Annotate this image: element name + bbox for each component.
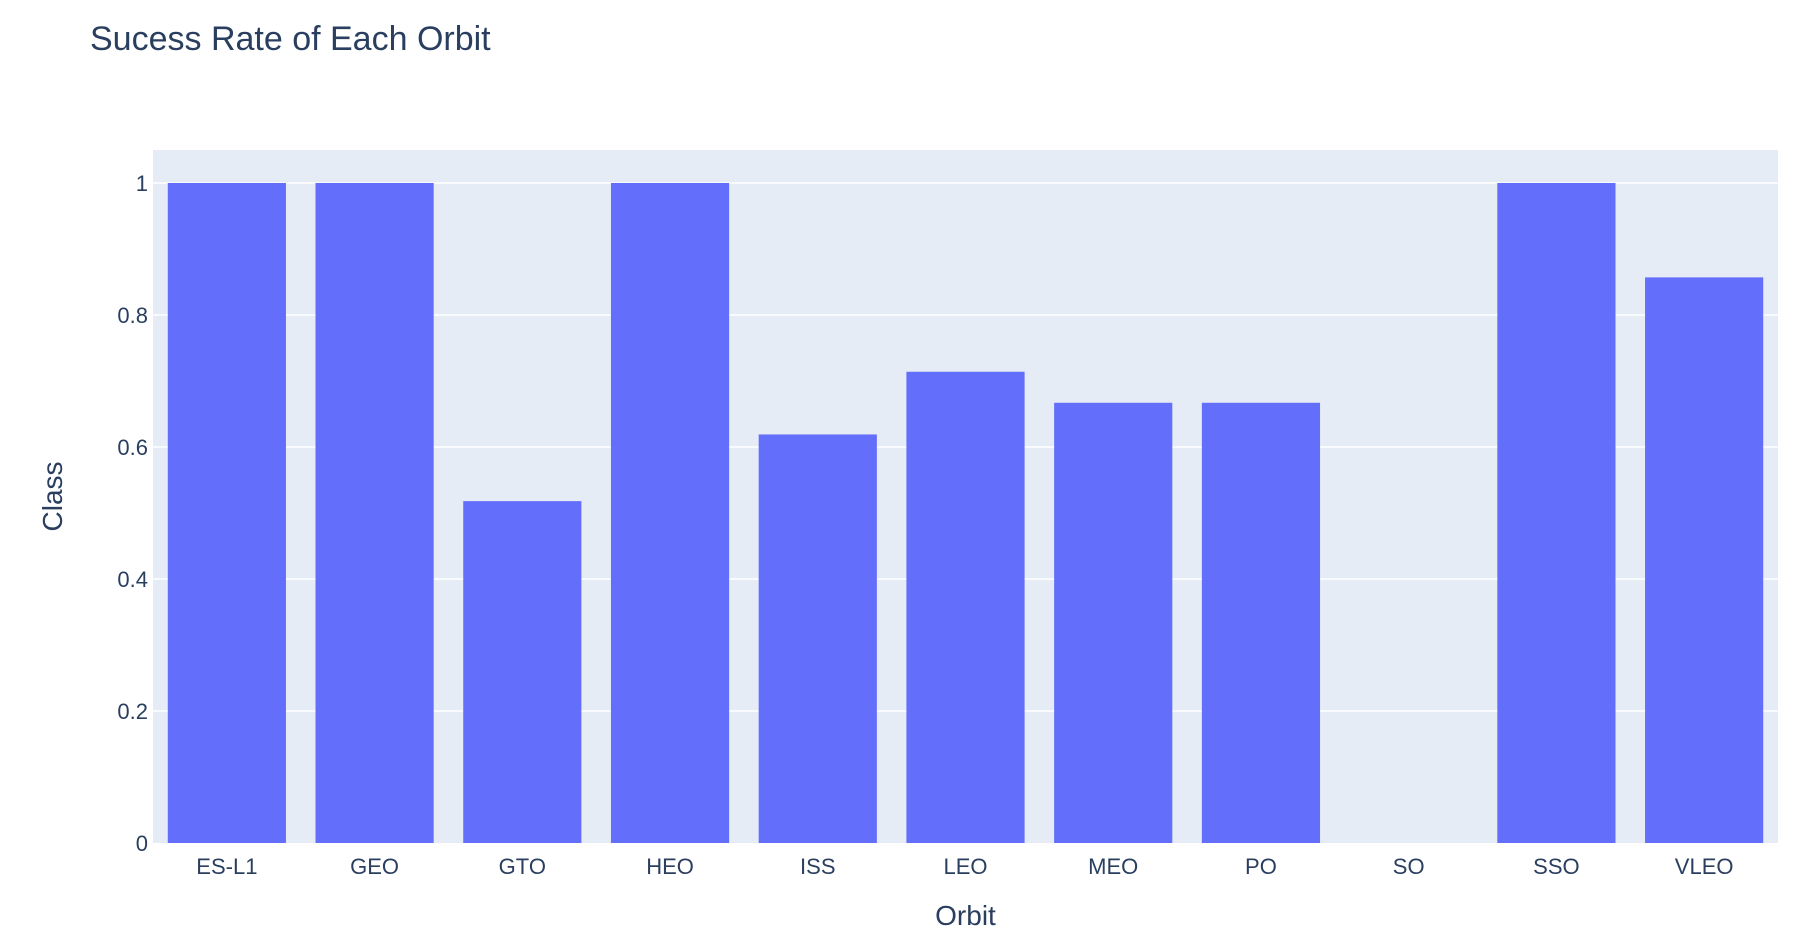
x-tick-label: PO	[1245, 854, 1277, 879]
x-tick-label: GTO	[499, 854, 546, 879]
bar-heo[interactable]	[610, 183, 730, 843]
bar-vleo[interactable]	[1645, 277, 1764, 843]
bar-geo[interactable]	[315, 183, 434, 843]
y-tick-label: 0.2	[117, 699, 148, 724]
bar-gto[interactable]	[463, 501, 582, 843]
x-tick-label: GEO	[350, 854, 399, 879]
bar-sso[interactable]	[1497, 183, 1616, 843]
x-tick-label: LEO	[943, 854, 987, 879]
bar-meo[interactable]	[1054, 402, 1173, 843]
bar-es-l1[interactable]	[167, 183, 286, 843]
y-tick-label: 0	[136, 831, 148, 856]
bar-leo[interactable]	[906, 371, 1025, 843]
chart-title: Sucess Rate of Each Orbit	[90, 20, 491, 58]
y-tick-label: 0.8	[117, 303, 148, 328]
x-tick-label: SSO	[1533, 854, 1579, 879]
y-axis-ticks: 0 0.2 0.4 0.6 0.8 1	[117, 171, 148, 856]
bar-iss[interactable]	[758, 434, 877, 843]
x-axis-ticks: ES-L1 GEO GTO HEO ISS LEO MEO PO SO SSO VLEO	[196, 854, 1733, 879]
y-tick-label: 1	[136, 171, 148, 196]
x-tick-label: HEO	[646, 854, 694, 879]
y-tick-label: 0.4	[117, 567, 148, 592]
x-tick-label: ISS	[800, 854, 835, 879]
x-tick-label: MEO	[1088, 854, 1138, 879]
x-tick-label: ES-L1	[196, 854, 257, 879]
bars	[167, 183, 1764, 843]
y-axis-title: Class	[37, 461, 68, 531]
x-tick-label: SO	[1393, 854, 1425, 879]
bar-po[interactable]	[1201, 402, 1321, 843]
x-tick-label: VLEO	[1675, 854, 1734, 879]
x-axis-title: Orbit	[935, 900, 996, 931]
y-tick-label: 0.6	[117, 435, 148, 460]
